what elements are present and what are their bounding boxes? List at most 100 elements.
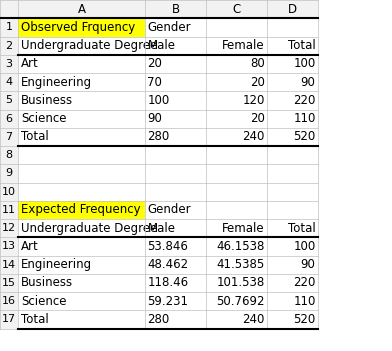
Text: 90: 90: [301, 258, 316, 271]
Bar: [145, 0, 206, 18]
Bar: [206, 310, 267, 329]
Bar: [145, 91, 206, 110]
Text: Male: Male: [147, 39, 175, 52]
Bar: [267, 310, 318, 329]
Bar: [0, 0, 18, 18]
Text: Art: Art: [21, 240, 38, 253]
Text: 12: 12: [2, 223, 16, 233]
Bar: [18, 256, 145, 274]
Text: 280: 280: [147, 130, 170, 144]
Text: 70: 70: [147, 75, 162, 89]
Bar: [145, 18, 206, 37]
Text: 240: 240: [242, 313, 265, 326]
Bar: [0, 37, 18, 55]
Bar: [0, 183, 18, 201]
Text: 220: 220: [293, 94, 316, 107]
Bar: [18, 18, 145, 37]
Bar: [206, 73, 267, 91]
Bar: [18, 219, 145, 237]
Bar: [206, 55, 267, 73]
Bar: [145, 256, 206, 274]
Bar: [206, 183, 267, 201]
Text: 10: 10: [2, 187, 16, 197]
Bar: [267, 219, 318, 237]
Text: A: A: [78, 2, 86, 16]
Text: 15: 15: [2, 278, 16, 288]
Bar: [0, 274, 18, 292]
Bar: [267, 55, 318, 73]
Text: 100: 100: [293, 57, 316, 71]
Text: Business: Business: [21, 94, 73, 107]
Bar: [0, 164, 18, 183]
Text: 110: 110: [293, 112, 316, 125]
Text: 4: 4: [5, 77, 13, 87]
Text: 7: 7: [5, 132, 13, 142]
Text: 118.46: 118.46: [147, 276, 189, 290]
Text: 101.538: 101.538: [216, 276, 265, 290]
Bar: [267, 18, 318, 37]
Bar: [18, 237, 145, 256]
Bar: [18, 0, 145, 18]
Text: Business: Business: [21, 276, 73, 290]
Bar: [145, 310, 206, 329]
Bar: [267, 91, 318, 110]
Bar: [18, 146, 145, 164]
Text: Total: Total: [21, 130, 49, 144]
Text: Engineering: Engineering: [21, 75, 92, 89]
Bar: [145, 55, 206, 73]
Text: B: B: [172, 2, 180, 16]
Bar: [145, 237, 206, 256]
Text: 6: 6: [5, 114, 13, 124]
Bar: [206, 128, 267, 146]
Bar: [18, 164, 145, 183]
Text: Observed Frquency: Observed Frquency: [21, 21, 135, 34]
Bar: [18, 201, 145, 219]
Text: 80: 80: [250, 57, 265, 71]
Text: 16: 16: [2, 296, 16, 306]
Bar: [145, 219, 206, 237]
Bar: [206, 292, 267, 310]
Bar: [0, 310, 18, 329]
Text: 20: 20: [250, 75, 265, 89]
Text: Total: Total: [21, 313, 49, 326]
Bar: [0, 256, 18, 274]
Text: 20: 20: [250, 112, 265, 125]
Bar: [206, 18, 267, 37]
Bar: [145, 292, 206, 310]
Bar: [0, 55, 18, 73]
Text: Engineering: Engineering: [21, 258, 92, 271]
Text: Gender: Gender: [147, 21, 191, 34]
Bar: [18, 91, 145, 110]
Text: 13: 13: [2, 241, 16, 251]
Bar: [145, 164, 206, 183]
Bar: [206, 0, 267, 18]
Text: D: D: [288, 2, 297, 16]
Text: Total: Total: [288, 39, 316, 52]
Bar: [206, 146, 267, 164]
Bar: [267, 146, 318, 164]
Bar: [206, 237, 267, 256]
Bar: [18, 183, 145, 201]
Bar: [0, 292, 18, 310]
Text: 100: 100: [293, 240, 316, 253]
Text: 46.1538: 46.1538: [216, 240, 265, 253]
Bar: [18, 274, 145, 292]
Text: 41.5385: 41.5385: [216, 258, 265, 271]
Text: 120: 120: [242, 94, 265, 107]
Bar: [145, 128, 206, 146]
Bar: [145, 183, 206, 201]
Text: 520: 520: [293, 130, 316, 144]
Bar: [267, 292, 318, 310]
Bar: [0, 219, 18, 237]
Text: 17: 17: [2, 314, 16, 324]
Bar: [206, 37, 267, 55]
Text: 9: 9: [5, 168, 13, 178]
Bar: [18, 292, 145, 310]
Bar: [267, 164, 318, 183]
Text: 100: 100: [147, 94, 170, 107]
Bar: [267, 128, 318, 146]
Text: 240: 240: [242, 130, 265, 144]
Bar: [145, 73, 206, 91]
Text: Total: Total: [288, 221, 316, 235]
Text: 11: 11: [2, 205, 16, 215]
